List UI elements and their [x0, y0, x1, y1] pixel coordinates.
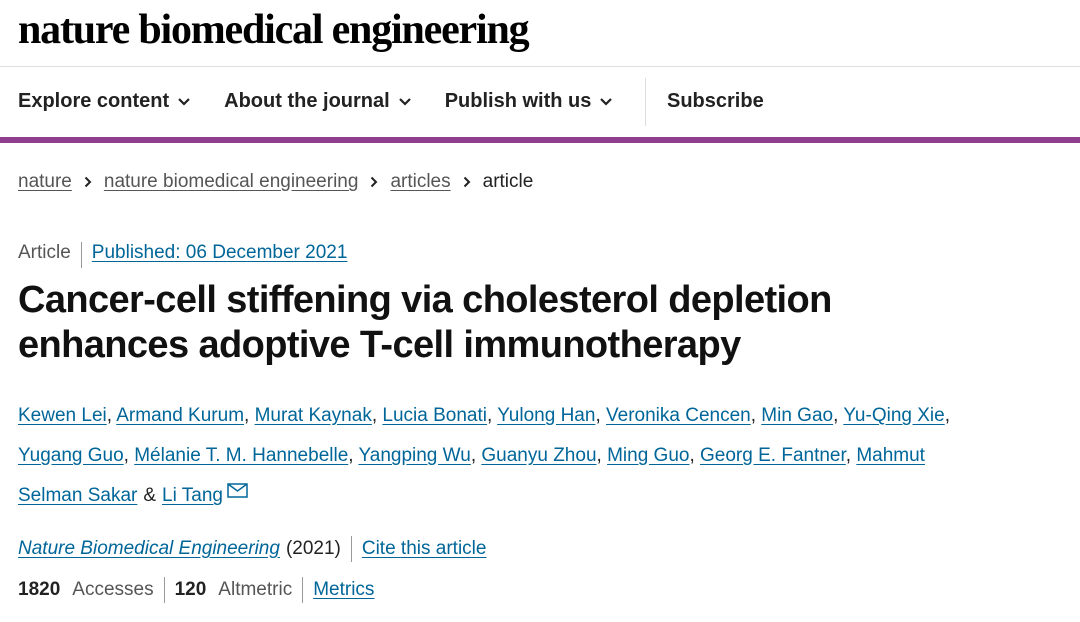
published-date[interactable]: Published: 06 December 2021	[91, 242, 348, 263]
email-icon[interactable]	[227, 483, 249, 499]
chevron	[600, 97, 613, 106]
author-name[interactable]: Guanyu Zhou	[481, 445, 597, 466]
author-list: Kewen Lei, Armand Kurum, Murat Kaynak, L…	[18, 396, 963, 516]
author-separator: ,	[845, 445, 852, 466]
author-name[interactable]: Ming Guo	[607, 445, 690, 466]
subscribe[interactable]: Subscribe	[667, 90, 764, 112]
altmetric-label: Altmetric	[218, 579, 293, 600]
crumb[interactable]: nature biomedical engineering	[103, 171, 359, 192]
crumb[interactable]: nature	[18, 171, 72, 192]
author-separator: ,	[106, 405, 113, 426]
author-separator: &	[143, 485, 157, 506]
author-name[interactable]: Yugang Guo	[18, 445, 124, 466]
author-name[interactable]: Min Gao	[761, 405, 834, 426]
breadcrumb: nature nature biomedical engineering art…	[18, 171, 533, 193]
author-name[interactable]: Armand Kurum	[116, 405, 245, 426]
author-separator: ,	[689, 445, 695, 466]
divider	[0, 66, 1080, 67]
cite-link[interactable]: Cite this article	[361, 538, 487, 559]
title-line: Cancer-cell stiffening via cholesterol d…	[18, 279, 832, 321]
author-separator: ,	[371, 405, 378, 426]
crumb-chevron	[463, 176, 471, 188]
crumb-chevron	[371, 176, 378, 188]
author-separator: ,	[833, 405, 839, 426]
nav-label[interactable]: Publish with us	[444, 90, 592, 112]
journal-line: Nature Biomedical Engineering (2021) Cit…	[18, 536, 486, 562]
crumb-current: article	[482, 171, 534, 192]
author-name[interactable]: Georg E. Fantner	[700, 445, 846, 466]
article-title: Cancer-cell stiffening via cholesterol d…	[18, 278, 832, 368]
nav-item[interactable]: Explore content	[18, 90, 191, 113]
nav-item[interactable]: Publish with us	[445, 90, 614, 113]
author-separator: ,	[244, 405, 250, 426]
author-separator: ,	[595, 405, 601, 426]
author-separator: ,	[470, 445, 477, 466]
nav-label[interactable]: About the journal	[224, 90, 390, 112]
article-stats: 1820 Accesses 120 Altmetric Metrics	[18, 577, 374, 603]
crumb-chevron	[84, 176, 92, 188]
author-name[interactable]: Mélanie T. M. Hannebelle	[134, 445, 349, 466]
chevron	[178, 97, 190, 106]
separator	[80, 242, 82, 268]
accent-bar	[0, 137, 1080, 143]
author-name[interactable]: Mahmut Selman Sakar	[18, 445, 925, 506]
author-name[interactable]: Lucia Bonati	[382, 405, 487, 426]
title-line: enhances adoptive T-cell immunotherapy	[18, 324, 741, 366]
crumb[interactable]: articles	[390, 171, 451, 192]
logo[interactable]: nature biomedical engineering	[18, 7, 530, 53]
author-name[interactable]: Kewen Lei	[18, 405, 107, 426]
nav-divider	[645, 78, 646, 126]
metrics-link[interactable]: Metrics	[313, 579, 375, 600]
author-name[interactable]: Li Tang	[162, 485, 223, 506]
separator	[350, 536, 352, 562]
author-name[interactable]: Yu-Qing Xie	[843, 405, 945, 426]
accesses-label: Accesses	[72, 579, 154, 600]
nav-item[interactable]: About the journal	[224, 90, 412, 113]
author-separator: ,	[944, 405, 950, 426]
author-name[interactable]: Yulong Han	[497, 405, 596, 426]
article-type: Article	[18, 242, 71, 263]
accesses-count: 1820	[18, 579, 61, 600]
author-separator: ,	[596, 445, 602, 466]
nav-label[interactable]: Explore content	[18, 90, 170, 112]
author-name[interactable]: Yangping Wu	[358, 445, 471, 466]
author-separator: ,	[123, 445, 129, 466]
author-name[interactable]: Veronika Cencen	[606, 405, 751, 426]
article-meta: Article Published: 06 December 2021	[18, 242, 347, 268]
altmetric-count: 120	[174, 579, 207, 600]
separator	[163, 577, 165, 603]
author-separator: ,	[486, 405, 493, 426]
separator	[302, 577, 304, 603]
year: (2021)	[285, 538, 341, 559]
author-separator: ,	[348, 445, 354, 466]
nav: Explore content About the journal Publis…	[18, 78, 646, 126]
chevron	[398, 97, 411, 106]
author-name[interactable]: Murat Kaynak	[254, 405, 372, 426]
journal-name[interactable]: Nature Biomedical Engineering	[18, 538, 280, 559]
author-separator: ,	[750, 405, 756, 426]
